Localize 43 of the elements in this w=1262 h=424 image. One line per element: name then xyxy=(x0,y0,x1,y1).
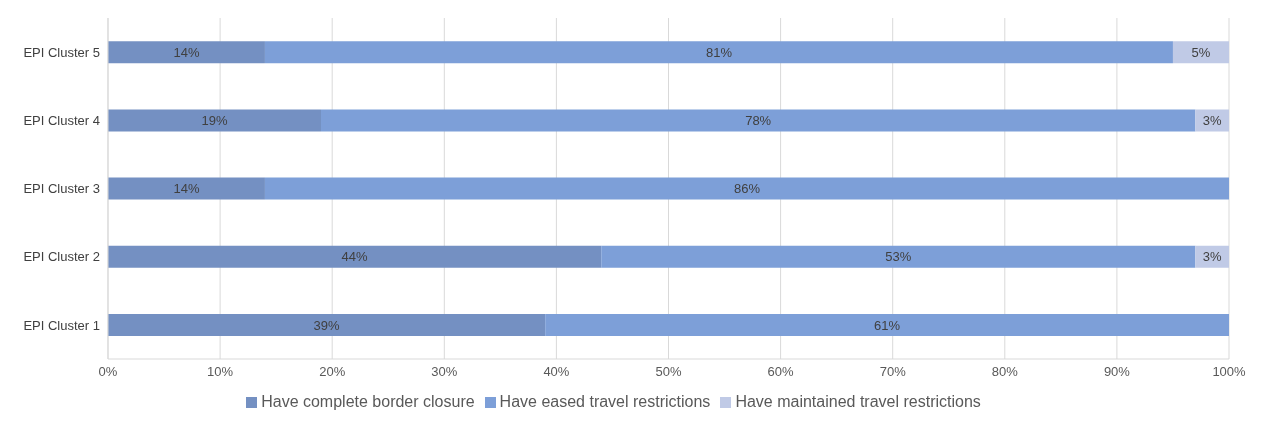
bar xyxy=(1172,41,1229,64)
y-tick-label: EPI Cluster 1 xyxy=(23,317,100,333)
x-tick-label: 50% xyxy=(655,364,682,380)
x-tick-label: 70% xyxy=(879,364,907,380)
data-label: 14% xyxy=(173,44,200,60)
y-tick-label: EPI Cluster 4 xyxy=(23,112,100,128)
bar xyxy=(264,41,1173,64)
bar xyxy=(108,245,602,268)
y-tick-label: EPI Cluster 3 xyxy=(23,181,100,197)
legend-label: Have eased travel restrictions xyxy=(499,393,711,410)
x-tick-label: 10% xyxy=(207,364,234,380)
bar xyxy=(601,245,1196,268)
data-label: 53% xyxy=(885,249,912,265)
bar xyxy=(108,313,546,336)
bar xyxy=(545,313,1229,336)
x-tick-label: 60% xyxy=(767,364,795,380)
legend-label: Have maintained travel restrictions xyxy=(735,393,981,410)
data-label: 44% xyxy=(341,249,369,265)
x-tick-label: 20% xyxy=(319,364,346,380)
data-label: 14% xyxy=(173,181,200,197)
x-tick-label: 80% xyxy=(991,364,1019,380)
data-label: 81% xyxy=(705,44,733,60)
x-tick-label: 30% xyxy=(431,364,458,380)
data-label: 3% xyxy=(1202,113,1223,128)
data-label: 3% xyxy=(1202,249,1223,265)
x-tick-label: 100% xyxy=(1212,364,1247,380)
data-label: 39% xyxy=(313,317,341,333)
y-tick-label: EPI Cluster 2 xyxy=(23,249,100,265)
x-tick-label: 0% xyxy=(98,364,118,380)
bar xyxy=(108,41,265,64)
data-label: 78% xyxy=(745,113,772,128)
x-tick-label: 40% xyxy=(543,364,570,380)
data-label: 19% xyxy=(201,113,228,128)
bar xyxy=(108,109,321,132)
data-label: 5% xyxy=(1191,44,1211,60)
bar xyxy=(108,177,265,200)
bar xyxy=(320,109,1196,132)
x-tick-label: 90% xyxy=(1103,364,1131,380)
data-label: 86% xyxy=(733,181,761,197)
y-tick-label: EPI Cluster 5 xyxy=(23,44,100,60)
data-label: 61% xyxy=(874,317,901,333)
legend-label: Have complete border closure xyxy=(261,393,475,410)
bar xyxy=(264,177,1229,200)
